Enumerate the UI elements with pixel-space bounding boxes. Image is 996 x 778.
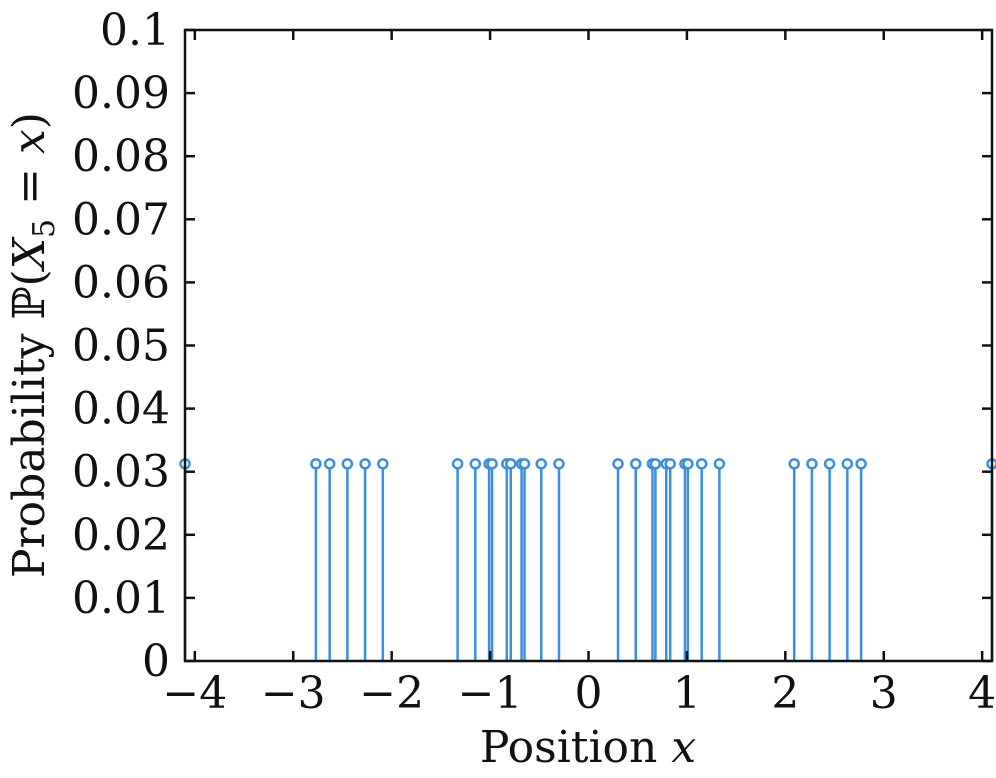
y-tick-labels: 0 0.01 0.02 0.03 0.04 0.05 0.06 0.07 0.08 0.09 0.1: [72, 5, 170, 687]
plot-frame: [183, 28, 994, 663]
stem-marker: [341, 458, 354, 470]
stem-marker: [310, 458, 322, 470]
stem-marker: [469, 458, 482, 470]
stem-23: [682, 458, 694, 661]
stem-21: [664, 458, 676, 661]
stem-marker: [788, 458, 800, 470]
stem-7: [469, 458, 482, 661]
stem-9: [486, 458, 498, 661]
stem-5: [377, 458, 389, 661]
stem-16: [612, 458, 624, 661]
stem-marker: [518, 458, 531, 470]
x-tick-label: −3: [261, 668, 326, 719]
stem-26: [788, 458, 800, 661]
stem-17: [629, 458, 642, 661]
stem-marker: [377, 458, 389, 470]
stem-marker: [359, 458, 371, 470]
stem-marker: [682, 458, 694, 470]
stem-13: [518, 458, 531, 661]
stem-marker: [841, 458, 854, 470]
stem-14: [535, 458, 548, 661]
x-tick-label: 2: [771, 668, 799, 719]
stem-marker: [451, 458, 464, 470]
y-tick-label: 0.07: [72, 194, 170, 245]
stem-30: [855, 458, 867, 661]
stem-marker: [649, 458, 662, 470]
x-tick-label: −4: [162, 668, 227, 719]
y-tick-label: 0.09: [72, 68, 170, 119]
y-tick-label: 0.04: [72, 384, 170, 435]
stem-marker: [695, 458, 708, 470]
stem-2: [323, 458, 336, 661]
stem-marker: [713, 458, 726, 470]
x-tick-label: −2: [359, 668, 424, 719]
stem-6: [451, 458, 464, 661]
stem-marker: [806, 458, 818, 470]
stem-1: [310, 458, 322, 661]
stem-marker: [629, 458, 642, 470]
x-tick-label: 1: [673, 668, 701, 719]
x-tick-label: 3: [870, 668, 898, 719]
stem-marker: [855, 458, 867, 470]
y-tick-label: 0.1: [100, 5, 170, 56]
stem-marker: [323, 458, 336, 470]
y-tick-label: 0.08: [72, 131, 170, 182]
stem-11: [505, 458, 517, 661]
stem-3: [341, 458, 354, 661]
x-tick-label: 0: [575, 668, 603, 719]
stem-marker: [664, 458, 676, 470]
stem-marker: [823, 458, 836, 470]
y-tick-label: 0.03: [72, 447, 170, 498]
y-tick-label: 0: [142, 636, 170, 687]
stem-28: [823, 458, 836, 661]
stem-marker: [505, 458, 517, 470]
y-tick-label: 0.02: [72, 510, 170, 561]
y-tick-label: 0.06: [72, 257, 170, 308]
stem-25: [713, 458, 726, 661]
stem-27: [806, 458, 818, 661]
stem-marker: [486, 458, 498, 470]
axis-ticks: [185, 28, 992, 663]
x-tick-label: 4: [968, 668, 996, 719]
stem-4: [359, 458, 371, 661]
stem-19: [649, 458, 662, 661]
stem-marker: [612, 458, 624, 470]
stem-marker: [535, 458, 548, 470]
y-tick-label: 0.01: [72, 573, 170, 624]
stem-marker: [553, 458, 565, 470]
y-axis-title: Probability ℙ(X5 = x): [4, 112, 62, 578]
x-axis-title: Position x: [480, 722, 697, 773]
x-tick-label: −1: [458, 668, 523, 719]
stem-24: [695, 458, 708, 661]
y-tick-label: 0.05: [72, 321, 170, 372]
stem-series: [179, 458, 996, 661]
stem-29: [841, 458, 854, 661]
stem-15: [553, 458, 565, 661]
x-tick-labels: −4 −3 −2 −1 0 1 2 3 4: [162, 668, 996, 719]
